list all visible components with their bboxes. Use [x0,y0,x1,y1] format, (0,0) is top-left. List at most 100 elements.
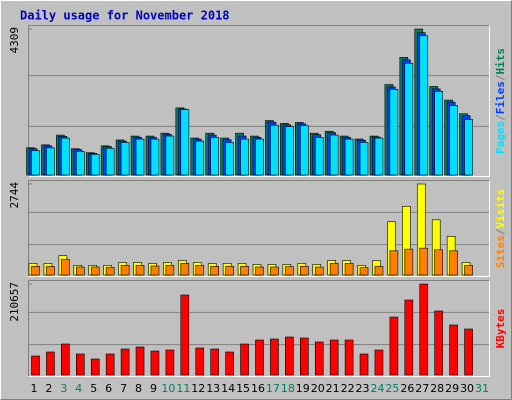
bar [314,137,324,176]
bar [374,137,384,176]
chart-title: Daily usage for November 2018 [20,9,230,23]
bar [359,142,369,176]
bar [314,266,324,276]
x-tick-label: 26 [400,382,414,395]
bar [404,248,414,276]
bar [225,266,234,276]
bar [374,349,384,376]
x-tick-label: 16 [251,382,265,395]
bar [150,138,160,176]
bar [374,266,384,276]
bar [210,137,219,176]
bar [135,138,145,176]
bar [359,267,369,276]
bar [449,105,458,176]
bar [285,266,294,276]
bar [344,138,354,176]
bar [210,266,219,276]
bar [419,247,429,276]
x-tick-label: 10 [161,382,175,395]
bar [464,328,473,376]
x-tick-label: 5 [90,382,97,395]
bar [299,266,309,276]
bar [46,266,55,276]
x-tick-label: 18 [281,382,295,395]
bar [46,351,55,376]
x-tick-label: 2 [45,382,52,395]
bar [240,138,249,176]
x-tick-label: 24 [370,382,384,395]
bar [225,142,234,176]
bar [344,263,354,276]
x-tick-label: 19 [296,382,310,395]
legend-separator: / [494,74,507,81]
plot-border [28,180,490,277]
bar [195,347,205,376]
bar [240,343,249,376]
y-tick-label: 4309 [8,27,21,54]
bar [359,353,369,376]
bar [314,341,324,376]
bar [240,266,249,276]
x-tick-label: 21 [326,382,340,395]
x-tick-label: 4 [75,382,82,395]
bar [255,339,264,376]
bar [299,125,309,176]
y-tick-label: 210657 [8,282,21,322]
bar [31,150,40,176]
x-tick-label: 1 [31,382,38,395]
bar [195,140,205,176]
bar [210,348,219,376]
bar [165,265,175,276]
bar [434,310,444,376]
bar [135,346,145,376]
bar [255,138,264,176]
bar [255,266,264,276]
bar [90,358,100,376]
x-tick-label: 20 [311,382,325,395]
bar [285,126,294,176]
x-tick-label: 31 [475,382,489,395]
x-tick-label: 28 [430,382,444,395]
x-tick-label: 27 [415,382,429,395]
bar [389,88,399,176]
plot-border [28,180,490,277]
bar [419,35,429,176]
x-tick-label: 6 [105,382,112,395]
y-tick-label: 2744 [8,182,21,209]
legend-entry: Visits [494,189,507,229]
legend: Pages/Files/Hits [494,48,507,154]
x-tick-label: 12 [191,382,205,395]
bar [76,150,85,176]
bar [434,91,444,176]
bar [150,350,160,376]
x-tick-label: 11 [176,382,190,395]
bar [270,338,279,376]
plot-border [28,25,490,177]
bar [61,343,70,376]
legend: Sites/Visits [494,189,507,269]
bar [434,249,444,276]
bar [76,266,85,276]
x-tick-label: 30 [460,382,474,395]
bar [120,142,130,176]
bar [344,339,354,376]
bar [31,266,40,276]
bar [389,250,399,276]
bar [90,266,100,276]
bar [150,265,160,276]
legend-separator: / [494,114,507,121]
bar [31,355,40,376]
bar [180,109,190,176]
x-tick-label: 9 [150,382,157,395]
bar [285,336,294,376]
x-tick-label: 22 [341,382,355,395]
bar [464,119,473,176]
x-tick-label: 7 [120,382,127,395]
bar [61,137,70,176]
plot-border [28,280,490,377]
x-tick-label: 17 [266,382,280,395]
bar [329,263,339,276]
